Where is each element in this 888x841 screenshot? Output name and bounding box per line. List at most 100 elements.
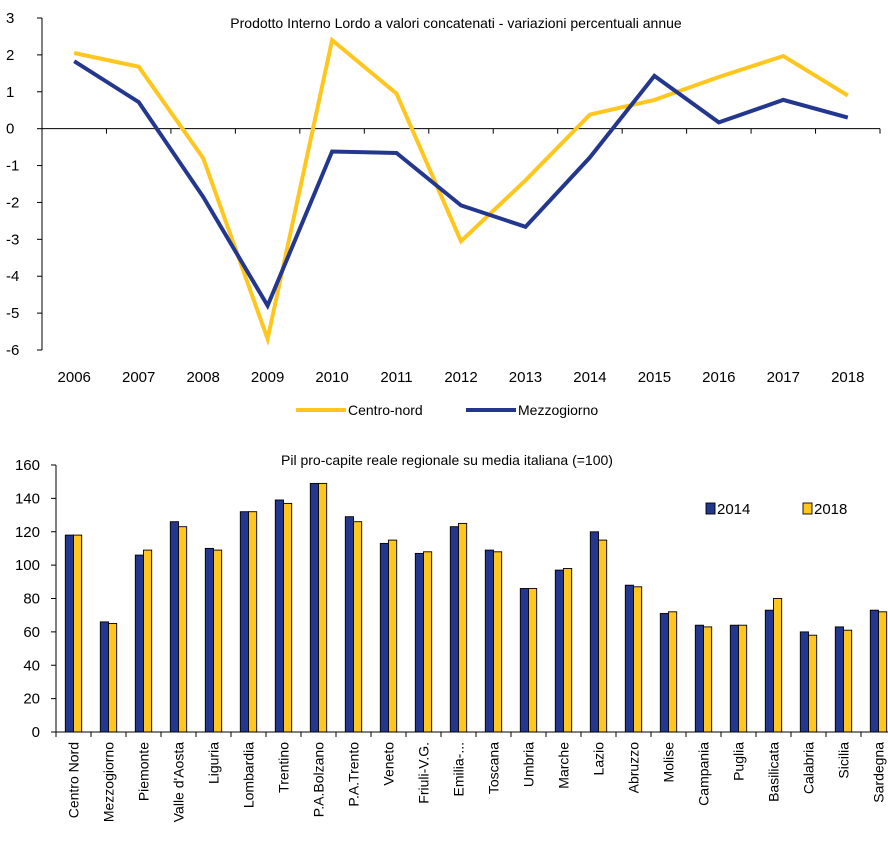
bar-x-category-label: Veneto [381, 742, 397, 786]
bar-x-category-label: P.A.Trento [346, 742, 362, 807]
bar-2018 [563, 568, 573, 733]
bar-2018 [808, 634, 818, 733]
bar-2014 [799, 631, 809, 733]
bar-2014 [309, 482, 319, 733]
bar-x-category-label: Mezzogiorno [101, 742, 117, 822]
bar-2014 [379, 542, 389, 733]
bar-chart-bars [64, 482, 888, 733]
bar-2018 [143, 549, 153, 733]
legend-swatch-2018 [802, 502, 813, 515]
series-line-centro-nord [73, 36, 849, 347]
bar-x-category-label: Puglia [731, 742, 747, 781]
bar-2014 [274, 499, 284, 733]
bar-2018 [843, 629, 853, 733]
bar-2014 [484, 549, 494, 733]
bar-x-category-label: Piemonte [136, 742, 152, 801]
bar-y-tick-label: 160 [15, 457, 40, 474]
bar-2018 [773, 598, 783, 733]
bar-y-tick-label: 80 [23, 591, 40, 608]
bar-2018 [353, 521, 363, 733]
line-y-tick-label: -4 [6, 268, 19, 285]
bar-x-category-label: Abruzzo [626, 742, 642, 794]
bar-2014 [659, 613, 669, 733]
legend-swatch-2014 [705, 502, 716, 515]
bar-2014 [694, 624, 704, 733]
line-y-tick-label: -6 [6, 342, 19, 359]
line-x-tick-label: 2011 [380, 369, 412, 386]
bar-2014 [134, 554, 144, 733]
bar-2014 [204, 547, 214, 733]
bar-2018 [528, 588, 538, 733]
bar-x-category-label: Lombardia [241, 742, 257, 808]
line-y-tick-label: 2 [6, 47, 14, 64]
line-chart-title: Prodotto Interno Lordo a valori concaten… [230, 15, 682, 31]
line-chart-legend: Centro-nord Mezzogiorno [296, 402, 598, 418]
bar-chart-title: Pil pro-capite reale regionale su media … [281, 452, 613, 468]
bar-2018 [458, 522, 468, 733]
bar-2014 [414, 552, 424, 733]
line-y-tick-label: 1 [6, 84, 14, 101]
bar-2014 [449, 526, 459, 733]
bar-2018 [423, 551, 433, 733]
line-x-tick-label: 2018 [831, 369, 864, 386]
line-chart-y-axis: 3 2 1 0 -1 -2 -3 -4 -5 -6 [6, 10, 43, 359]
line-y-tick-label: -3 [6, 231, 19, 248]
bar-2014 [764, 609, 774, 733]
bar-2014 [64, 534, 74, 733]
legend-label: 2014 [717, 501, 750, 518]
bar-x-category-label: Emilia-... [451, 742, 467, 796]
bar-2018 [178, 526, 188, 733]
bar-y-tick-label: 20 [23, 691, 40, 708]
legend-label: Mezzogiorno [518, 402, 598, 418]
bar-2014 [344, 516, 354, 733]
bar-x-category-label: Sardegna [871, 742, 887, 803]
bar-2014 [239, 511, 249, 733]
line-chart-series [73, 36, 849, 347]
bar-x-category-label: Molise [661, 742, 677, 783]
line-x-tick-label: 2016 [702, 369, 735, 386]
bar-x-category-label: Toscana [486, 742, 502, 794]
bar-y-tick-label: 100 [15, 557, 40, 574]
legend-label: 2018 [814, 501, 847, 518]
line-y-tick-label: 0 [6, 121, 14, 138]
bar-2018 [493, 551, 503, 733]
bar-2014 [554, 569, 564, 733]
bar-x-category-label: Trentino [276, 742, 292, 793]
bar-2018 [598, 539, 608, 733]
bar-chart-legend: 2014 2018 [705, 501, 847, 518]
line-x-tick-label: 2013 [509, 369, 542, 386]
bar-2018 [318, 482, 328, 733]
line-y-tick-label: 3 [6, 10, 14, 27]
bar-2018 [738, 624, 748, 733]
bar-x-category-label: Sicilia [836, 742, 852, 779]
bar-x-category-label: Umbria [521, 742, 537, 787]
line-x-tick-label: 2009 [251, 369, 284, 386]
gdp-per-capita-bar-chart: Pil pro-capite reale regionale su media … [15, 452, 888, 822]
bar-y-tick-label: 140 [15, 490, 40, 507]
bar-x-category-label: Basilicata [766, 742, 782, 802]
bar-chart-x-axis: Centro Nord Mezzogiorno Piemonte Valle d'Ao… [55, 731, 888, 822]
line-x-tick-label: 2014 [573, 369, 606, 386]
bar-2018 [703, 626, 713, 733]
line-y-tick-label: -1 [6, 158, 19, 175]
line-y-tick-label: -5 [6, 305, 19, 322]
bar-2018 [283, 502, 293, 733]
bar-y-tick-label: 120 [15, 524, 40, 541]
line-x-tick-label: 2007 [122, 369, 155, 386]
bar-2018 [108, 623, 118, 733]
bar-2014 [169, 521, 179, 733]
bar-y-tick-label: 40 [23, 657, 40, 674]
bar-x-category-label: Lazio [591, 742, 607, 776]
line-x-tick-label: 2012 [444, 369, 477, 386]
bar-2014 [624, 584, 634, 733]
gdp-growth-line-chart: Prodotto Interno Lordo a valori concaten… [6, 10, 881, 418]
bar-2014 [869, 609, 879, 733]
bar-chart-y-axis: 160 140 120 100 80 60 40 20 0 [15, 457, 57, 741]
bar-2014 [729, 624, 739, 733]
bar-2018 [248, 511, 258, 733]
line-x-tick-label: 2006 [58, 369, 91, 386]
bar-x-category-label: Liguria [206, 742, 222, 784]
bar-2014 [99, 621, 109, 733]
bar-x-category-label: Valle d'Aosta [171, 742, 187, 822]
bar-2014 [589, 531, 599, 733]
